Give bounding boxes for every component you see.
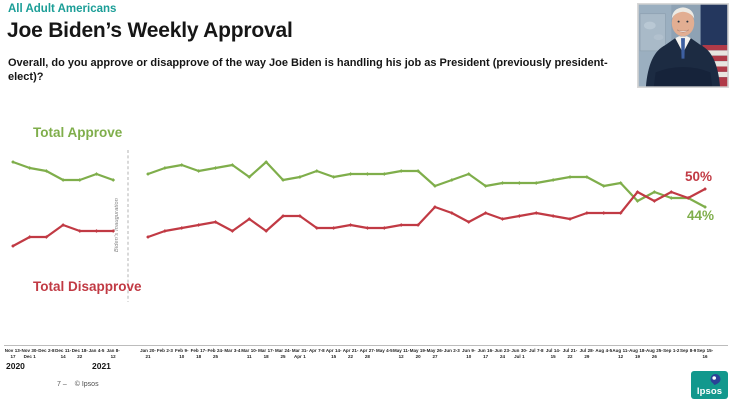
page-title: Joe Biden’s Weekly Approval — [7, 19, 293, 42]
survey-question: Overall, do you approve or disapprove of… — [8, 57, 608, 84]
page-number: 7 ‒ — [57, 381, 67, 388]
copyright: © Ipsos — [74, 381, 99, 388]
ipsos-logo: Ipsos — [691, 371, 728, 399]
approve-series-label: Total Approve — [33, 125, 123, 140]
disapprove-end-value: 50% — [685, 169, 713, 184]
year-label-2021: 2021 — [92, 361, 111, 371]
disapprove-series-label: Total Disapprove — [33, 279, 142, 294]
approve-end-value: 44% — [687, 208, 715, 223]
year-label-2020: 2020 — [6, 361, 25, 371]
biden-photo — [637, 3, 729, 88]
ipsos-swirl-icon — [710, 374, 721, 385]
audience-label: All Adult Americans — [8, 3, 117, 15]
footer-note: 7 ‒ © Ipsos — [57, 381, 99, 388]
ipsos-logo-text: Ipsos — [696, 386, 723, 397]
inauguration-divider-label: Biden’s Inauguration — [114, 197, 120, 253]
